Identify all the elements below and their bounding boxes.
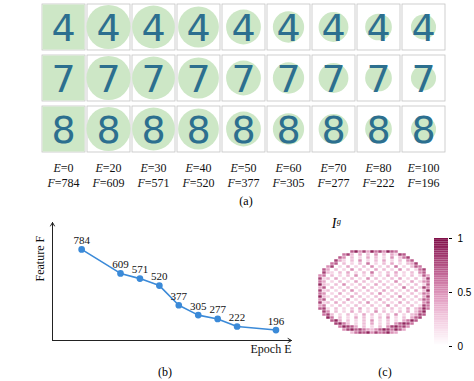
svg-text:Iᵍ: Iᵍ xyxy=(331,216,342,231)
svg-text:F=305: F=305 xyxy=(271,176,304,190)
svg-text:Feature F: Feature F xyxy=(33,236,47,282)
svg-text:F=520: F=520 xyxy=(181,176,214,190)
svg-text:4: 4 xyxy=(276,6,300,50)
svg-text:8: 8 xyxy=(276,108,300,152)
svg-text:4: 4 xyxy=(186,6,210,50)
svg-text:8: 8 xyxy=(321,108,345,152)
svg-text:4: 4 xyxy=(96,6,120,50)
svg-text:E=50: E=50 xyxy=(229,161,256,175)
svg-text:8: 8 xyxy=(411,108,435,152)
svg-text:E=60: E=60 xyxy=(274,161,301,175)
svg-text:E=30: E=30 xyxy=(139,161,166,175)
svg-text:4: 4 xyxy=(51,6,75,50)
svg-text:(b): (b) xyxy=(158,365,172,379)
svg-text:F=571: F=571 xyxy=(136,176,169,190)
svg-text:196: 196 xyxy=(268,315,285,327)
svg-text:8: 8 xyxy=(51,108,75,152)
svg-text:4: 4 xyxy=(231,6,255,50)
svg-text:E=100: E=100 xyxy=(406,161,439,175)
svg-text:F=377: F=377 xyxy=(226,176,259,190)
svg-text:E=80: E=80 xyxy=(364,161,391,175)
svg-text:7: 7 xyxy=(186,57,210,101)
svg-text:F=784: F=784 xyxy=(46,176,79,190)
svg-text:784: 784 xyxy=(73,234,90,246)
svg-text:277: 277 xyxy=(209,303,226,315)
svg-text:571: 571 xyxy=(132,263,149,275)
svg-text:7: 7 xyxy=(231,57,255,101)
svg-text:F=196: F=196 xyxy=(406,176,439,190)
svg-text:305: 305 xyxy=(190,300,207,312)
svg-text:F=277: F=277 xyxy=(316,176,349,190)
svg-text:7: 7 xyxy=(141,57,165,101)
svg-text:1: 1 xyxy=(458,233,464,244)
svg-text:(a): (a) xyxy=(239,194,252,208)
svg-text:Epoch E: Epoch E xyxy=(251,342,292,356)
svg-text:4: 4 xyxy=(141,6,165,50)
svg-text:609: 609 xyxy=(112,258,129,270)
svg-text:7: 7 xyxy=(366,57,390,101)
svg-text:222: 222 xyxy=(229,311,246,323)
svg-text:4: 4 xyxy=(411,6,435,50)
svg-text:7: 7 xyxy=(51,57,75,101)
svg-text:E=40: E=40 xyxy=(184,161,211,175)
svg-text:(c): (c) xyxy=(378,365,391,379)
svg-text:E=0: E=0 xyxy=(52,161,73,175)
svg-text:4: 4 xyxy=(366,6,390,50)
svg-text:7: 7 xyxy=(276,57,300,101)
svg-text:8: 8 xyxy=(141,108,165,152)
svg-text:0: 0 xyxy=(458,341,464,352)
svg-text:8: 8 xyxy=(231,108,255,152)
svg-text:520: 520 xyxy=(151,270,168,282)
svg-text:4: 4 xyxy=(321,6,345,50)
svg-text:8: 8 xyxy=(96,108,120,152)
svg-text:E=70: E=70 xyxy=(319,161,346,175)
svg-text:E=20: E=20 xyxy=(94,161,121,175)
svg-text:F=609: F=609 xyxy=(91,176,124,190)
svg-text:0.5: 0.5 xyxy=(458,287,472,298)
svg-text:377: 377 xyxy=(171,290,188,302)
svg-text:7: 7 xyxy=(411,57,435,101)
svg-text:F=222: F=222 xyxy=(361,176,394,190)
svg-text:8: 8 xyxy=(366,108,390,152)
svg-text:7: 7 xyxy=(321,57,345,101)
svg-text:8: 8 xyxy=(186,108,210,152)
svg-text:7: 7 xyxy=(96,57,120,101)
